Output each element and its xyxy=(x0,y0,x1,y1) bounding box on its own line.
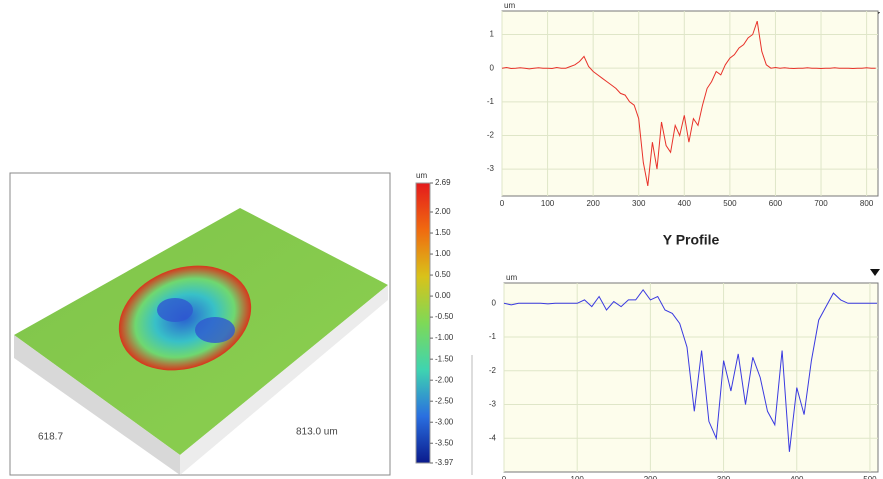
x-tick-label: 500 xyxy=(723,199,737,208)
colorbar-tick-label: -3.97 xyxy=(435,458,454,467)
colorbar-tick-label: -0.50 xyxy=(435,312,454,321)
x-tick-label: 400 xyxy=(790,475,804,479)
surface-pit xyxy=(195,317,235,343)
x-tick-label: 300 xyxy=(632,199,646,208)
y-tick-label: 1 xyxy=(490,30,495,39)
y-tick-label: -4 xyxy=(489,433,497,442)
surface-label: 813.0 um xyxy=(296,427,338,438)
chart-title: Y Profile xyxy=(663,232,720,248)
y-tick-label: -3 xyxy=(489,400,497,409)
profile-line xyxy=(503,288,878,452)
y-unit: um xyxy=(504,1,515,10)
colorbar xyxy=(415,182,431,464)
plot-area xyxy=(503,282,879,473)
x-tick-label: 100 xyxy=(541,199,555,208)
x-tick-label: 700 xyxy=(814,199,828,208)
colorbar-tick-label: 1.00 xyxy=(435,249,451,258)
x-tick-label: 600 xyxy=(769,199,783,208)
menu-arrow[interactable] xyxy=(870,269,880,276)
colorbar-tick-label: 2.00 xyxy=(435,207,451,216)
y-tick-label: -2 xyxy=(487,131,495,140)
surface-side xyxy=(14,335,180,475)
colorbar-tick-label: 0.00 xyxy=(435,291,451,300)
profile-line xyxy=(501,20,876,186)
x-tick-label: 100 xyxy=(571,475,585,479)
colorbar-tick-label: 0.50 xyxy=(435,270,451,279)
y-tick-label: -1 xyxy=(487,97,495,106)
surface-pit xyxy=(157,298,193,322)
y-tick-label: -1 xyxy=(489,332,497,341)
surface-side xyxy=(180,285,388,475)
colorbar-tick-label: 1.50 xyxy=(435,228,451,237)
colorbar-tick-label: -2.50 xyxy=(435,396,454,405)
x-tick-label: 200 xyxy=(644,475,658,479)
y-tick-label: -2 xyxy=(489,366,497,375)
colorbar-tick-label: -3.50 xyxy=(435,438,454,447)
x-tick-label: 400 xyxy=(678,199,692,208)
x-tick-label: 300 xyxy=(717,475,731,479)
colorbar-tick-label: -1.50 xyxy=(435,354,454,363)
y-tick-label: -3 xyxy=(487,164,495,173)
y-tick-label: 0 xyxy=(490,63,495,72)
y-unit: um xyxy=(506,273,517,282)
colorbar-tick-label: -2.00 xyxy=(435,375,454,384)
x-tick-label: 200 xyxy=(586,199,600,208)
colorbar-unit: um xyxy=(416,171,427,180)
x-tick-label: 0 xyxy=(502,475,507,479)
plot-area xyxy=(501,10,879,197)
colorbar-tick-label: 2.69 xyxy=(435,178,451,187)
surface-label: 618.7 xyxy=(38,432,63,443)
x-tick-label: 500 xyxy=(863,475,877,479)
y-tick-label: 0 xyxy=(492,298,497,307)
colorbar-tick-label: -1.00 xyxy=(435,333,454,342)
x-tick-label: 800 xyxy=(860,199,874,208)
colorbar-tick-label: -3.00 xyxy=(435,417,454,426)
x-tick-label: 0 xyxy=(500,199,505,208)
